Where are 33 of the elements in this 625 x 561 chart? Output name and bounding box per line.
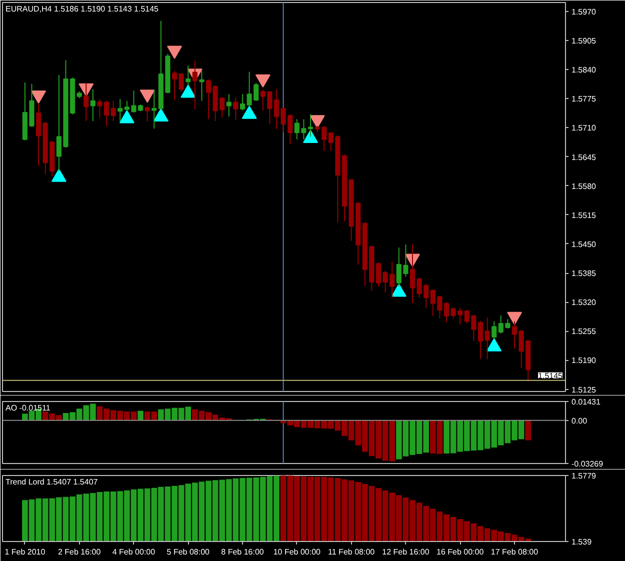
y-tick-label: 1.5515: [572, 210, 597, 220]
ref-line-label: 1.5145: [538, 371, 564, 380]
x-tick-label: 11 Feb 08:00: [328, 548, 376, 556]
y-tick-label: 1.5125: [572, 385, 597, 394]
y-tick-label: 1.539: [572, 538, 592, 546]
y-tick-label: 1.5255: [572, 327, 597, 336]
x-tick-label: 5 Feb 08:00: [166, 548, 210, 556]
x-tick-label: 8 Feb 16:00: [221, 548, 264, 556]
y-tick-label: 0.00: [572, 416, 588, 426]
y-tick-label: 1.5970: [572, 7, 597, 16]
x-tick-label: 12 Feb 16:00: [382, 548, 430, 556]
y-tick-label: 1.5840: [572, 66, 597, 75]
x-tick-label: 1 Feb 2010: [4, 548, 46, 556]
chart-title: AO -0.01511: [6, 404, 51, 412]
y-tick-label: 1.5385: [572, 269, 597, 278]
chart-title: EURAUD,H4 1.5186 1.5190 1.5143 1.5145: [6, 4, 160, 14]
y-tick-label: -0.03269: [572, 460, 604, 468]
chart-title: Trend Lord 1.5407 1.5407: [6, 478, 98, 486]
x-tick-label: 2 Feb 16:00: [58, 548, 102, 556]
y-tick-label: 1.5190: [572, 356, 597, 366]
y-tick-label: 1.5905: [572, 36, 597, 46]
y-tick-label: 1.5580: [572, 182, 597, 191]
y-tick-label: 0.01431: [572, 398, 601, 406]
x-tick-label: 4 Feb 00:00: [112, 548, 156, 556]
x-tick-label: 16 Feb 00:00: [436, 548, 484, 556]
x-tick-label: 10 Feb 00:00: [273, 548, 322, 556]
x-tick-label: 17 Feb 08:00: [490, 548, 539, 556]
y-tick-label: 1.5710: [572, 124, 597, 133]
y-tick-label: 1.5779: [572, 472, 597, 480]
y-tick-label: 1.5450: [572, 240, 597, 249]
y-tick-label: 1.5775: [572, 94, 597, 104]
y-tick-label: 1.5320: [572, 298, 597, 308]
y-tick-label: 1.5645: [572, 152, 597, 162]
